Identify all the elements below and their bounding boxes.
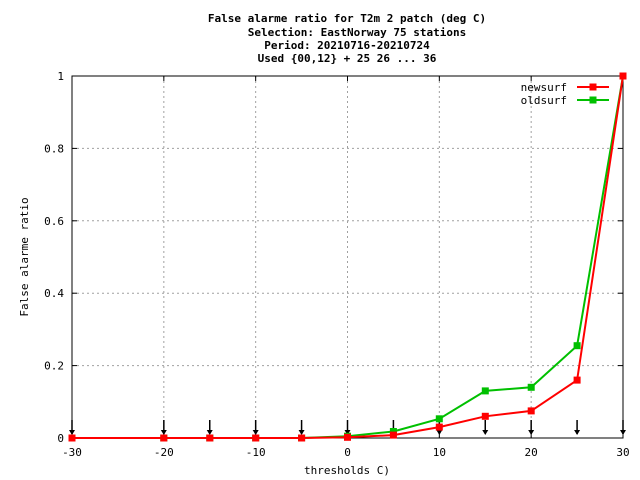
threshold-arrow	[69, 420, 75, 435]
x-tick-label: 0	[344, 446, 351, 459]
title-line-1: False alarme ratio for T2m 2 patch (deg …	[208, 12, 486, 25]
x-tick-label: 20	[525, 446, 538, 459]
y-tick-label: 0.2	[44, 360, 64, 373]
legend: newsurf oldsurf	[521, 81, 609, 107]
data-point-newsurf	[252, 434, 260, 442]
threshold-arrow	[528, 420, 535, 435]
threshold-arrow	[574, 420, 581, 435]
grid	[72, 76, 623, 438]
data-point-oldsurf	[435, 415, 443, 423]
data-point-oldsurf	[527, 383, 535, 391]
data-point-newsurf	[435, 423, 443, 431]
y-tick-label: 0.6	[44, 215, 64, 228]
y-tick-label: 0.4	[44, 287, 64, 300]
legend-label-newsurf: newsurf	[521, 81, 567, 94]
title-line-4: Used {00,12} + 25 26 ... 36	[258, 52, 437, 65]
threshold-arrow	[620, 420, 626, 435]
threshold-arrow	[160, 420, 167, 435]
x-tick-label: -30	[62, 446, 82, 459]
title-line-2: Selection: EastNorway 75 stations	[248, 26, 467, 39]
x-axis-label: thresholds C)	[304, 464, 390, 477]
legend-marker-newsurf	[589, 83, 597, 91]
data-point-newsurf	[68, 434, 76, 442]
x-tick-label: 30	[616, 446, 629, 459]
threshold-arrow	[206, 420, 213, 435]
y-tick-label: 0	[57, 432, 64, 445]
threshold-arrow	[252, 420, 259, 435]
legend-label-oldsurf: oldsurf	[521, 94, 567, 107]
legend-marker-oldsurf	[589, 96, 597, 104]
data-point-oldsurf	[573, 342, 581, 350]
series-newsurf	[68, 72, 627, 442]
x-tick-label: 10	[433, 446, 446, 459]
data-point-newsurf	[527, 407, 535, 415]
x-tick-label: -10	[246, 446, 266, 459]
data-point-newsurf	[344, 433, 351, 441]
data-point-newsurf	[298, 434, 306, 442]
threshold-arrow	[482, 420, 489, 435]
data-point-newsurf	[619, 72, 627, 80]
data-point-newsurf	[481, 412, 489, 420]
x-tick-label: -20	[154, 446, 174, 459]
y-axis-label: False alarme ratio	[18, 197, 31, 316]
y-tick-label: 1	[57, 70, 64, 83]
title-line-3: Period: 20210716-20210724	[264, 39, 430, 52]
series-layer	[68, 72, 627, 442]
threshold-arrow	[298, 420, 305, 435]
chart-title: False alarme ratio for T2m 2 patch (deg …	[208, 12, 486, 65]
axis-ticks: -30 -20 -10 0 10 20 30 0 0.2 0.4 0.6 0.8 1	[44, 70, 630, 459]
data-point-newsurf	[389, 431, 397, 439]
data-point-newsurf	[206, 434, 214, 442]
threshold-arrow	[344, 420, 351, 435]
y-tick-label: 0.8	[44, 142, 64, 155]
series-line-newsurf	[72, 75, 624, 439]
data-point-newsurf	[160, 434, 168, 442]
data-point-oldsurf	[389, 428, 397, 435]
data-point-newsurf	[573, 376, 581, 384]
data-point-oldsurf	[481, 387, 489, 395]
